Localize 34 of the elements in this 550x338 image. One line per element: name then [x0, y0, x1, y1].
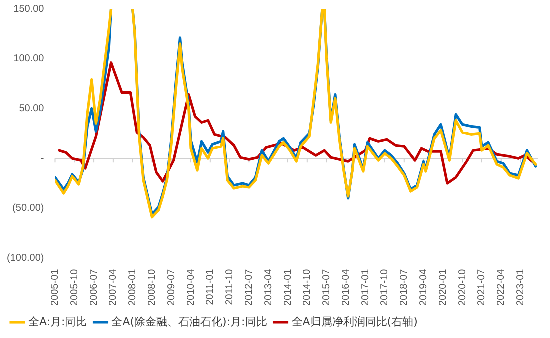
y-tick-label: 100.00: [14, 54, 45, 65]
x-tick-label: 2022-04: [496, 268, 508, 306]
x-tick-label: 2008-10: [146, 268, 158, 306]
x-tick-label: 2016-04: [340, 268, 352, 306]
y-tick-label: 150.00: [14, 4, 45, 15]
y-tick-label: 50.00: [19, 103, 45, 114]
x-tick-label: 2005-10: [69, 268, 80, 306]
x-tick-label: 2020-01: [438, 268, 449, 306]
x-tick-label: 2012-07: [244, 268, 255, 306]
x-tick-label: 2006-07: [88, 268, 100, 306]
x-tick-label: 2023-01: [516, 268, 527, 306]
x-tick-label: 2014-01: [282, 268, 294, 306]
y-tick-label: (50.00): [12, 203, 44, 214]
x-tick-label: 2020-10: [457, 268, 468, 306]
legend-label: 全A:月:同比: [28, 315, 88, 328]
legend-label: 全A(除金融、石油石化):月:同比: [112, 315, 268, 328]
x-tick-label: 2011-01: [205, 268, 216, 306]
x-tick-label: 2013-04: [263, 268, 274, 306]
x-tick-label: 2021-07: [476, 268, 488, 306]
x-tick-label: 2015-07: [322, 268, 333, 306]
x-tick-label: 2017-01: [360, 268, 372, 306]
x-tick-label: 2007-04: [108, 268, 120, 306]
x-tick-label: 2008-01: [128, 268, 139, 306]
x-tick-label: 2017-10: [380, 268, 391, 306]
x-tick-label: 2009-07: [166, 268, 178, 306]
x-tick-label: 2018-07: [399, 268, 410, 306]
y-tick-label: -: [40, 153, 44, 164]
x-tick-label: 2005-01: [50, 268, 61, 306]
x-tick-label: 2014-10: [302, 268, 314, 306]
x-tick-label: 2011-10: [224, 268, 236, 306]
x-tick-label: 2019-04: [418, 268, 430, 306]
y-tick-label: (100.00): [6, 253, 44, 264]
legend-label: 全A归属净利润同比(右轴): [292, 315, 418, 328]
x-tick-label: 2010-04: [186, 268, 197, 306]
